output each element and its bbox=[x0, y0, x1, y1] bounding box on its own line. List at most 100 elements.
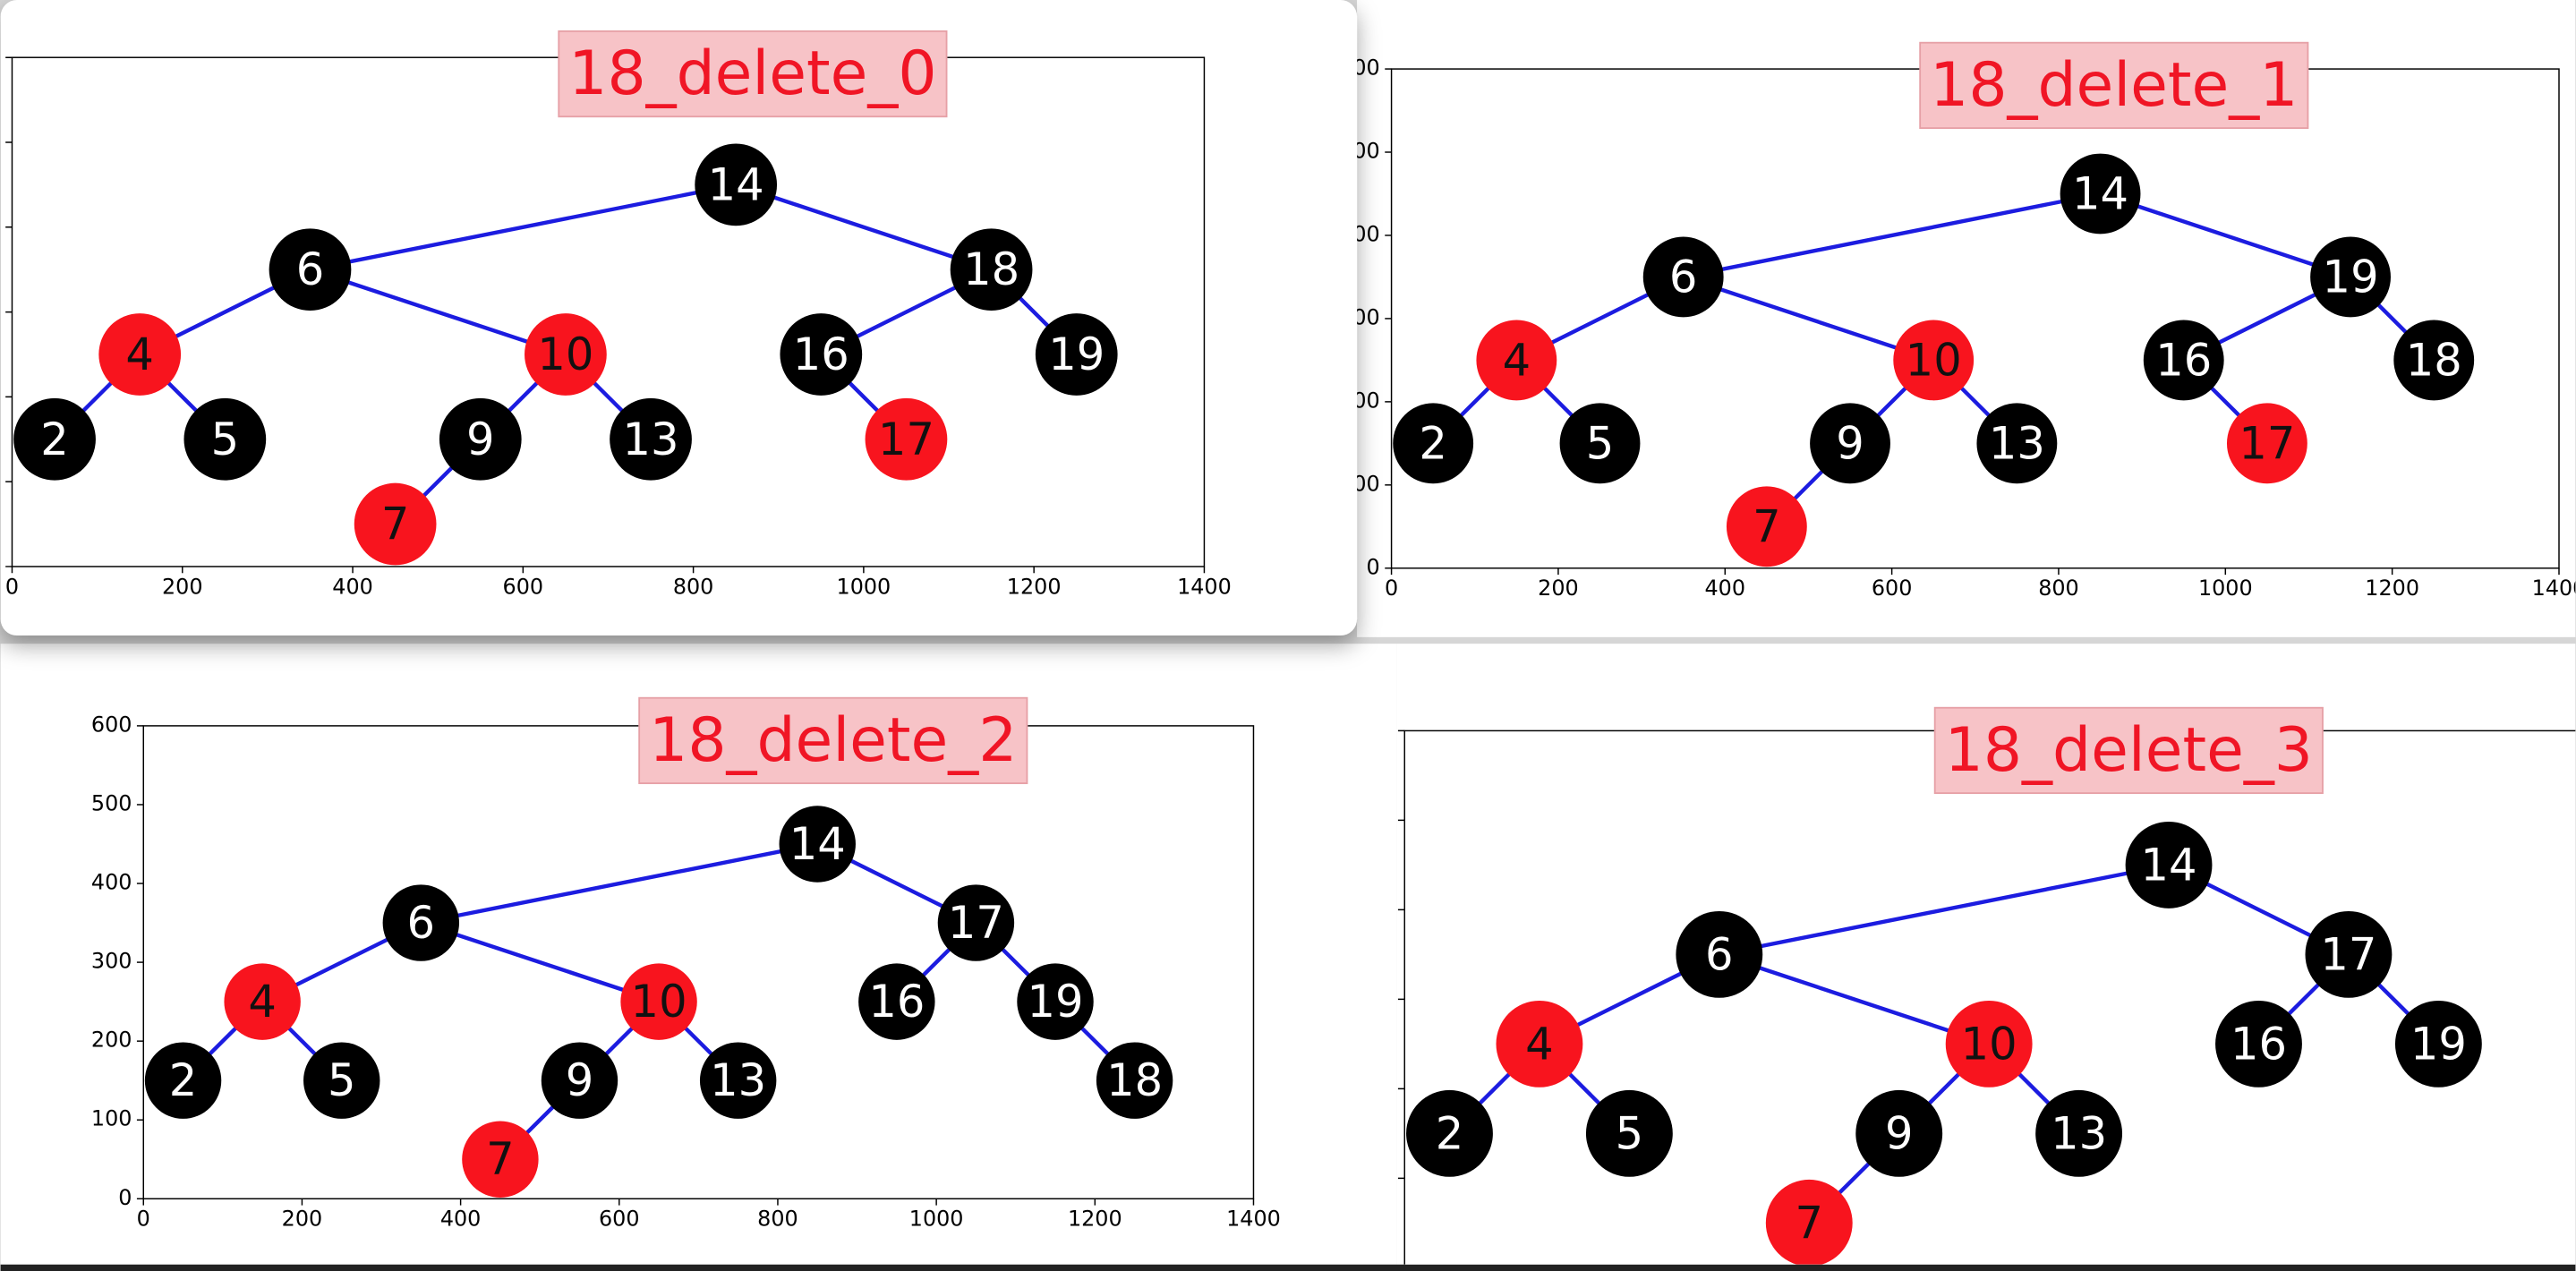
node-label: 2 bbox=[40, 414, 69, 465]
node-label: 13 bbox=[1989, 417, 2045, 469]
x-tick-label: 400 bbox=[1705, 576, 1746, 601]
axes-frame bbox=[11, 56, 1206, 567]
axes-frame bbox=[142, 725, 1255, 1200]
x-tick-label: 1000 bbox=[837, 574, 891, 599]
axes-frame bbox=[1390, 68, 2560, 569]
x-tick-label: 1200 bbox=[2365, 576, 2419, 601]
y-tick-label: 0 bbox=[0, 552, 1, 577]
node-label: 14 bbox=[2072, 167, 2128, 219]
y-tick-label: 200 bbox=[1339, 388, 1380, 413]
tree-node bbox=[1855, 1089, 1943, 1177]
tree-edge bbox=[2099, 192, 2351, 279]
node-label: 2 bbox=[1436, 1107, 1464, 1159]
tree-node bbox=[541, 1042, 618, 1119]
node-label: 6 bbox=[1705, 928, 1734, 980]
node-label: 9 bbox=[566, 1054, 594, 1106]
title-box bbox=[1919, 41, 2309, 130]
plot-window: 0200400600800100012001400010020030040050… bbox=[1396, 644, 2576, 1265]
y-tick-label: 200 bbox=[0, 383, 1, 408]
title-box bbox=[558, 30, 948, 118]
y-tick-label: 400 bbox=[0, 213, 1, 238]
y-tick-label: 100 bbox=[91, 1106, 132, 1131]
tree-node bbox=[1406, 1089, 1493, 1177]
taskbar-edge bbox=[0, 1264, 2576, 1271]
tree-edge bbox=[1683, 192, 2101, 279]
tree-node bbox=[2143, 320, 2224, 401]
tree-node bbox=[462, 1121, 539, 1198]
tree-node bbox=[610, 397, 692, 481]
x-tick-label: 600 bbox=[599, 1207, 640, 1232]
tree-node bbox=[695, 143, 778, 226]
node-label: 19 bbox=[1027, 976, 1083, 1028]
node-label: 2 bbox=[1419, 417, 1447, 469]
tree-node bbox=[269, 228, 352, 311]
title-box bbox=[638, 696, 1028, 785]
tree-edge bbox=[1719, 952, 1990, 1046]
x-tick-label: 400 bbox=[332, 574, 373, 599]
y-tick-label: 600 bbox=[1339, 55, 1380, 81]
x-tick-label: 0 bbox=[1385, 576, 1398, 601]
y-tick-label: 0 bbox=[1367, 554, 1380, 579]
node-label: 13 bbox=[623, 414, 679, 465]
x-tick-label: 800 bbox=[757, 1207, 798, 1232]
tree-node bbox=[1035, 313, 1118, 396]
tree-node bbox=[699, 1042, 777, 1119]
tree-node bbox=[937, 884, 1015, 961]
tree-node bbox=[1476, 320, 1557, 401]
node-label: 17 bbox=[948, 897, 1004, 949]
tree-node bbox=[354, 482, 437, 566]
x-tick-label: 1400 bbox=[1226, 1207, 1281, 1232]
node-label: 16 bbox=[2155, 334, 2212, 386]
tree-edge bbox=[1682, 275, 1934, 363]
tree-edge bbox=[420, 841, 818, 926]
node-label: 14 bbox=[789, 818, 846, 870]
node-label: 18 bbox=[963, 243, 1019, 295]
title: 18_delete_2 bbox=[649, 705, 1017, 776]
tree-edge bbox=[1719, 863, 2170, 957]
tree-node bbox=[2393, 320, 2475, 401]
node-label: 7 bbox=[1796, 1197, 1824, 1249]
tree-node bbox=[1017, 963, 1094, 1040]
y-tick-label: 400 bbox=[1339, 221, 1380, 246]
x-tick-label: 1400 bbox=[2532, 576, 2576, 601]
tree-node bbox=[1765, 1179, 1853, 1265]
tree-node bbox=[1496, 1000, 1583, 1088]
tree-edge bbox=[309, 268, 567, 357]
tree-node bbox=[1585, 1089, 1673, 1177]
x-tick-label: 600 bbox=[503, 574, 544, 599]
node-label: 5 bbox=[211, 414, 240, 465]
x-tick-label: 800 bbox=[673, 574, 714, 599]
node-label: 10 bbox=[1906, 334, 1962, 386]
tree-node bbox=[2060, 153, 2141, 235]
node-label: 18 bbox=[2406, 334, 2462, 386]
window-content: 0200400600800100012001400010020030040050… bbox=[1339, 41, 2576, 601]
node-label: 10 bbox=[631, 976, 687, 1028]
y-tick-label: 500 bbox=[0, 129, 1, 154]
tree-edge bbox=[735, 183, 993, 272]
tree-node bbox=[525, 313, 607, 396]
tree-node bbox=[620, 963, 697, 1040]
tree-node bbox=[2035, 1089, 2123, 1177]
y-tick-label: 300 bbox=[1339, 304, 1380, 329]
axes-frame bbox=[1403, 729, 2576, 1265]
x-tick-label: 400 bbox=[440, 1207, 482, 1232]
node-label: 19 bbox=[2410, 1018, 2467, 1070]
x-tick-label: 1400 bbox=[1177, 574, 1232, 599]
node-label: 6 bbox=[407, 897, 436, 949]
tree-edge bbox=[420, 920, 660, 1004]
title: 18_delete_0 bbox=[568, 38, 936, 109]
node-label: 2 bbox=[169, 1054, 198, 1106]
x-tick-label: 200 bbox=[282, 1207, 323, 1232]
x-tick-label: 1000 bbox=[2198, 576, 2253, 601]
tree-node bbox=[2305, 910, 2393, 998]
x-tick-label: 600 bbox=[1872, 576, 1913, 601]
y-tick-label: 500 bbox=[1339, 139, 1380, 164]
title-box bbox=[1933, 706, 2324, 795]
node-label: 6 bbox=[1669, 251, 1698, 303]
title: 18_delete_3 bbox=[1945, 715, 2313, 786]
tree-node bbox=[2125, 821, 2213, 908]
window-content: 0200400600800100012001400010020030040050… bbox=[1397, 706, 2576, 1265]
